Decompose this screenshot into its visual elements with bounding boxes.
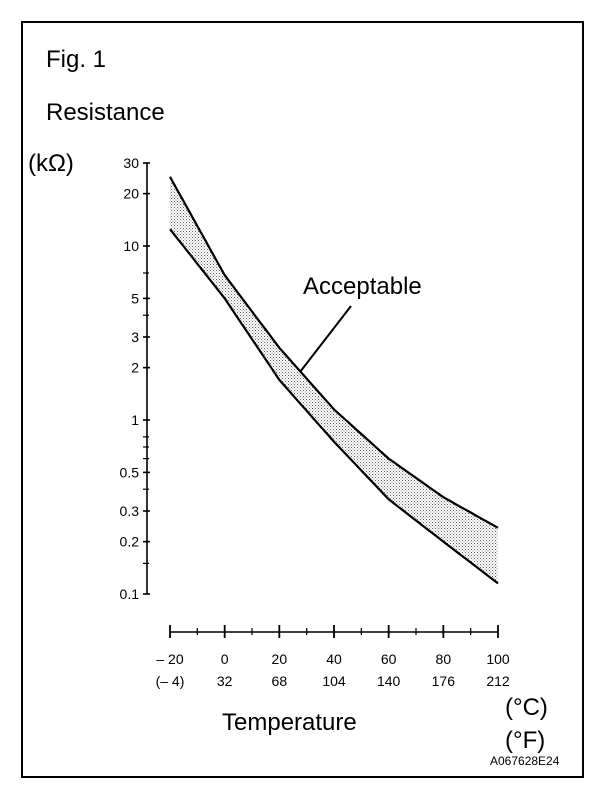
y-axis: 30 20 10 5 3 2 1 0.5 0.3 0.2 0.1 <box>120 155 150 602</box>
y-tick-label: 5 <box>131 290 139 306</box>
band-fill <box>170 176 498 584</box>
x-tick-label-celsius: 60 <box>381 651 397 667</box>
x-tick-label-fahrenheit: 104 <box>322 673 346 689</box>
image-code: A067628E24 <box>490 754 560 768</box>
y-tick-label: 0.2 <box>120 534 140 550</box>
y-tick-label: 0.1 <box>120 586 140 602</box>
acceptable-band <box>169 176 499 585</box>
annotation-acceptable: Acceptable <box>303 273 422 300</box>
x-tick-label-fahrenheit: 212 <box>486 673 510 689</box>
x-tick-label-celsius: 0 <box>221 651 229 667</box>
x-tick-label-celsius: 40 <box>326 651 342 667</box>
y-tick-label: 2 <box>131 360 139 376</box>
x-axis-label: Temperature <box>222 709 357 736</box>
y-axis-label: Resistance <box>46 99 165 126</box>
x-tick-label-fahrenheit: 68 <box>272 673 288 689</box>
y-tick-label: 0.5 <box>120 464 140 480</box>
x-tick-label-celsius: 80 <box>436 651 452 667</box>
y-tick-label: 3 <box>131 329 139 345</box>
y-tick-label: 30 <box>123 155 139 171</box>
figure-frame <box>21 21 584 778</box>
y-tick-label: 20 <box>123 186 139 202</box>
y-axis-unit: (kΩ) <box>28 150 74 177</box>
band-upper-limit-line <box>169 176 499 529</box>
x-axis: – 20 (– 4) 0 32 20 68 40 104 60 140 80 176 100 212 <box>156 625 510 689</box>
unit-celsius: (°C) <box>505 694 548 721</box>
x-tick-label-fahrenheit: (– 4) <box>156 673 185 689</box>
y-tick-label: 1 <box>131 412 139 428</box>
x-tick-label-celsius: 20 <box>272 651 288 667</box>
x-tick-label-fahrenheit: 176 <box>432 673 456 689</box>
x-tick-label-celsius: – 20 <box>156 651 183 667</box>
annotation-leader-line <box>299 305 352 373</box>
unit-fahrenheit: (°F) <box>505 727 545 754</box>
figure-label: Fig. 1 <box>46 46 106 73</box>
y-tick-label: 0.3 <box>120 503 140 519</box>
band-lower-limit-line <box>169 228 499 585</box>
y-tick-label: 10 <box>123 238 139 254</box>
x-tick-label-celsius: 100 <box>486 651 510 667</box>
x-tick-label-fahrenheit: 32 <box>217 673 233 689</box>
x-tick-label-fahrenheit: 140 <box>377 673 401 689</box>
